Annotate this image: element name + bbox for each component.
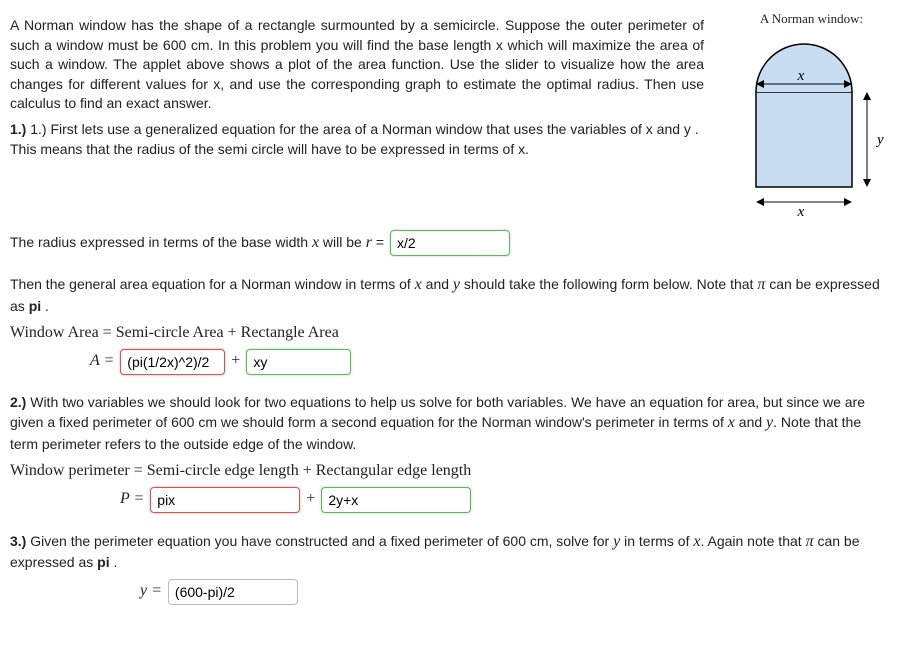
perim-semi-input[interactable] xyxy=(150,487,300,513)
part1-text: 1.) 1.) First lets use a generalized equ… xyxy=(10,120,719,159)
y-input[interactable] xyxy=(168,579,298,605)
perim-rect-input[interactable] xyxy=(321,487,471,513)
area-A-label: A = xyxy=(90,350,114,372)
perimeter-title: Window perimeter = Semi-circle edge leng… xyxy=(10,460,889,482)
part3-text: 3.) Given the perimeter equation you hav… xyxy=(10,531,889,573)
part2-text: 2.) With two variables we should look fo… xyxy=(10,393,889,455)
window-svg: x x y xyxy=(734,32,889,222)
radius-label: The radius expressed in terms of the bas… xyxy=(10,232,384,254)
radius-input[interactable] xyxy=(390,230,510,256)
plus-2: + xyxy=(306,488,315,510)
area-title: Window Area = Semi-circle Area + Rectang… xyxy=(10,322,889,344)
diagram-title: A Norman window: xyxy=(734,10,889,28)
area-semicircle-input[interactable] xyxy=(120,349,225,375)
y-eq-label: y = xyxy=(140,580,162,602)
svg-text:y: y xyxy=(875,132,884,148)
svg-text:x: x xyxy=(797,204,805,220)
area-rect-input[interactable] xyxy=(246,349,351,375)
svg-text:x: x xyxy=(797,68,805,84)
area-intro: Then the general area equation for a Nor… xyxy=(10,274,889,316)
intro-paragraph: A Norman window has the shape of a recta… xyxy=(10,16,719,114)
perim-P-label: P = xyxy=(120,488,144,510)
plus-1: + xyxy=(231,350,240,372)
norman-window-diagram: A Norman window: x x y xyxy=(734,10,889,222)
